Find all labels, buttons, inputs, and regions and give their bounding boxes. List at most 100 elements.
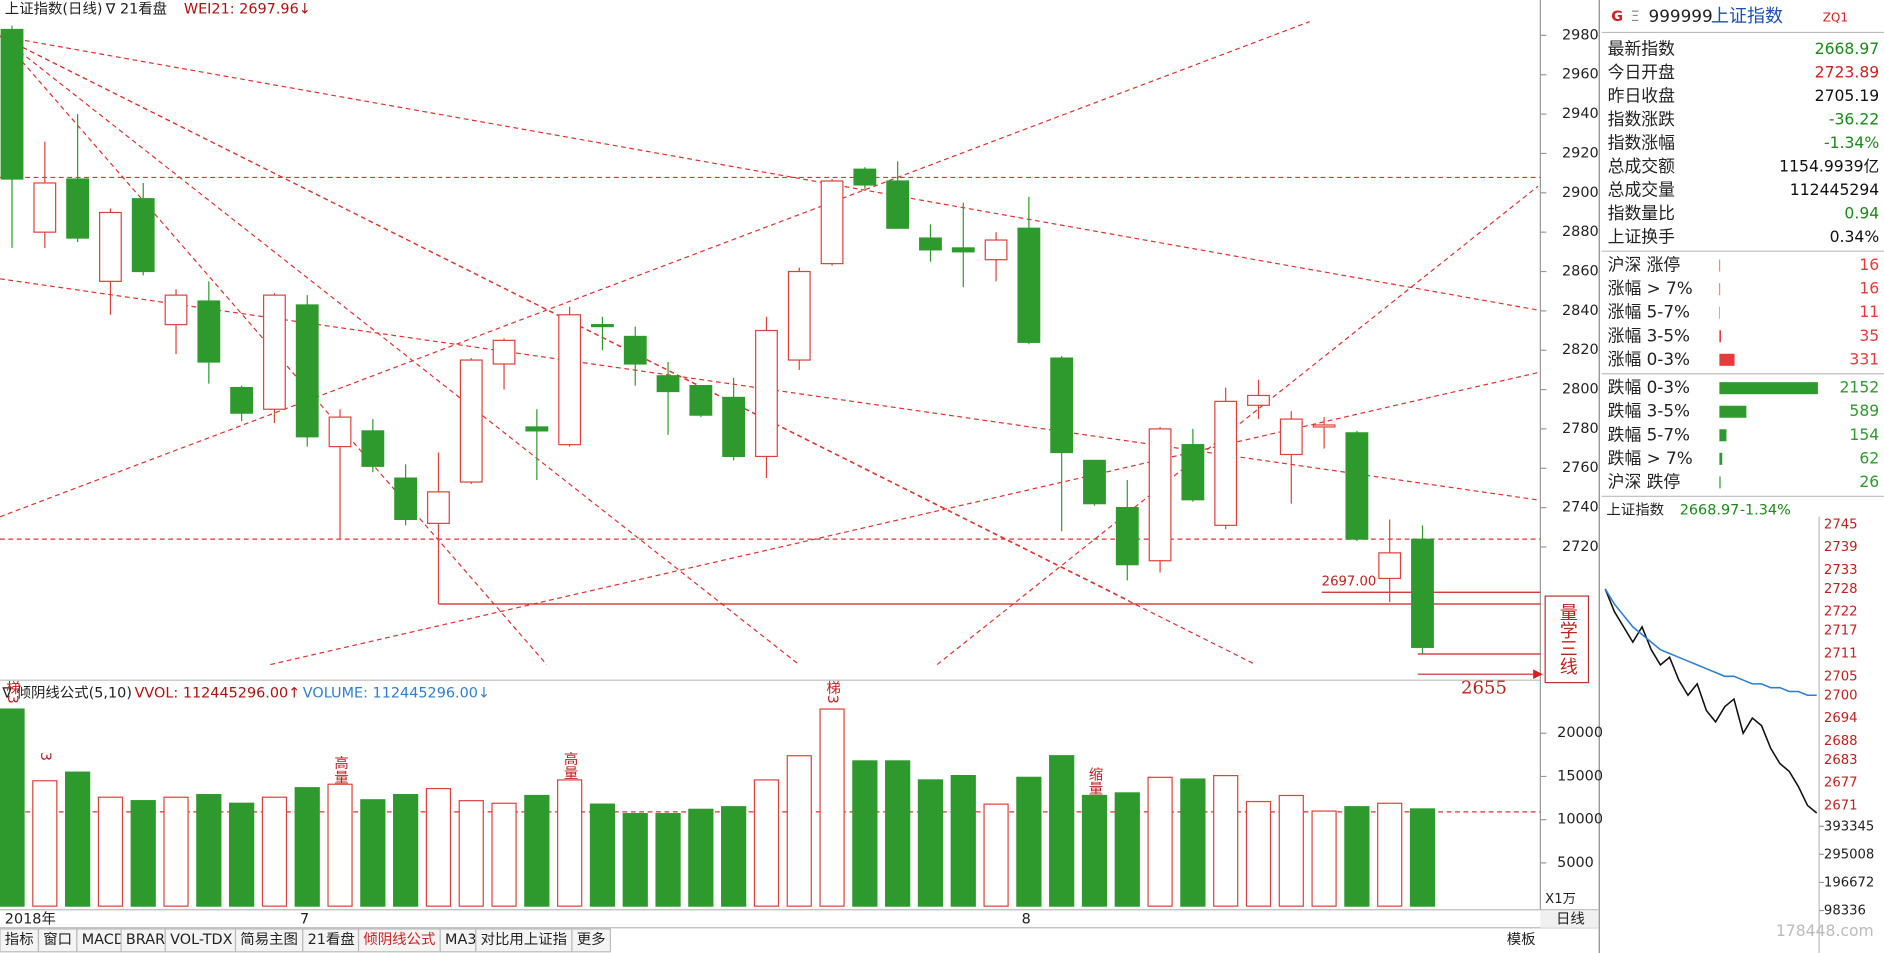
candle-body [492,339,516,365]
quote-label: 昨日收盘 [1608,85,1675,105]
quote-value: -36.22 [1829,110,1879,128]
y-tick-label: 2840 [1562,303,1599,319]
breadth-bar [1719,306,1720,319]
candle-body [1378,552,1402,580]
volume-bar [425,787,452,907]
quote-label: 指数量比 [1608,203,1675,223]
breadth-label: 涨幅 5-7% [1608,302,1690,322]
quote-label: 总成交量 [1608,180,1675,200]
breadth-label: 涨幅 3-5% [1608,325,1690,345]
tab-label[interactable]: VOL-TDX [170,932,232,948]
tab-label[interactable]: BRAR [126,932,165,948]
candle-body [623,335,647,365]
y-tick-label: 2960 [1562,67,1599,83]
volume-bar [32,780,58,907]
candle-body [66,178,90,239]
candle-body [1050,357,1074,454]
candle-body [919,237,942,251]
candle-body [394,477,418,521]
y2-tick-label: 295008 [1824,847,1874,862]
breadth-bar [1719,259,1721,272]
tab-label[interactable]: MACD [82,932,125,948]
y-tick-label: 2760 [1562,460,1599,476]
tab-label[interactable]: 指标 [5,931,34,948]
volume-bar [1180,778,1206,907]
volume-bar [491,802,517,907]
y-tick-label: 2705 [1824,669,1858,684]
breadth-label: 沪深 涨停 [1608,255,1681,275]
y-tick-label: 2820 [1562,342,1599,358]
tab-label[interactable]: MA3 [445,932,476,948]
indicator: ∇ 21看盘 [105,0,167,18]
candle-body [525,426,549,432]
quote-label: 指数涨跌 [1608,109,1675,129]
y-tick-label: 2739 [1824,540,1858,555]
y-tick-label: 2920 [1562,145,1599,161]
tab-label[interactable]: 21看盘 [308,930,355,948]
quote-value: 2705.19 [1815,87,1880,105]
breadth-value: 62 [1859,449,1879,467]
watermark: 178448.com [1776,922,1874,940]
breadth-bar [1719,476,1721,489]
candle-body [689,385,713,416]
quote-label: 今日开盘 [1608,62,1675,82]
quote-label: 上证换手 [1608,227,1675,247]
quote-value: 1154.9939亿 [1779,158,1879,176]
y-tick-label: 2700 [1824,688,1858,703]
tab-label[interactable]: 对比用上证指 [481,931,567,948]
y-tick-label: 2900 [1562,185,1599,201]
breadth-bar [1719,283,1721,296]
volume-bar [1278,794,1304,907]
y-tick-label: 15000 [1557,768,1603,784]
breadth-value: 589 [1849,402,1879,420]
candle-body [263,294,286,410]
vvol: VVOL: 112445296.00↑ [135,685,301,701]
candle-body [197,300,221,363]
indicator-value: WEI21: 2697.96↓ [184,2,311,18]
volume-bar [327,783,353,907]
volume-bar [1344,806,1370,907]
breadth-label: 跌幅 5-7% [1608,424,1690,444]
y2-tick-label: 393345 [1824,819,1874,834]
candle-body [361,430,385,467]
candle-body [984,239,1008,261]
candle-body [558,314,582,446]
volume-bar [917,779,944,907]
y-tick-label: 2733 [1824,563,1858,578]
breadth-bar [1719,353,1735,366]
volume-bar [393,794,419,907]
candle-body [295,304,319,438]
y-tick-label: 2880 [1562,224,1599,240]
tab-label[interactable]: 更多 [577,931,606,948]
template[interactable]: 模板 [1507,930,1536,948]
flag: G [1611,9,1623,25]
period[interactable]: 日线 [1556,910,1585,927]
candle-body [1115,507,1139,566]
quote-label: 最新指数 [1608,38,1675,58]
candle-body [427,491,450,524]
candle-body [99,211,122,282]
volume-bar [786,755,812,907]
tab-label[interactable]: 倾阴线公式 [363,931,435,948]
tab-label[interactable]: 简易主图 [240,931,298,948]
volume-bar [950,775,976,907]
volume-bar [983,803,1009,907]
y-tick-label: 2860 [1562,264,1599,280]
breadth-label: 跌幅 3-5% [1608,401,1690,421]
bar-note: 3 [37,752,53,761]
breadth-value: 154 [1849,426,1879,444]
volume-bar [1377,802,1403,907]
tab[interactable] [571,928,611,953]
period-tab[interactable] [1540,910,1599,928]
candle-body [1312,424,1336,428]
tab-label[interactable]: 窗口 [43,930,72,948]
volume-bar [1245,800,1272,907]
bar-note: 高量 [332,755,348,784]
quote-value: 0.34% [1830,228,1880,246]
candle-body [1247,394,1270,406]
x-tick-label: 2018年 [5,910,56,927]
y-tick-label: 2688 [1824,734,1858,749]
candle-body [1279,418,1303,456]
volume-bar [1081,794,1108,907]
code: 999999 [1649,6,1713,26]
